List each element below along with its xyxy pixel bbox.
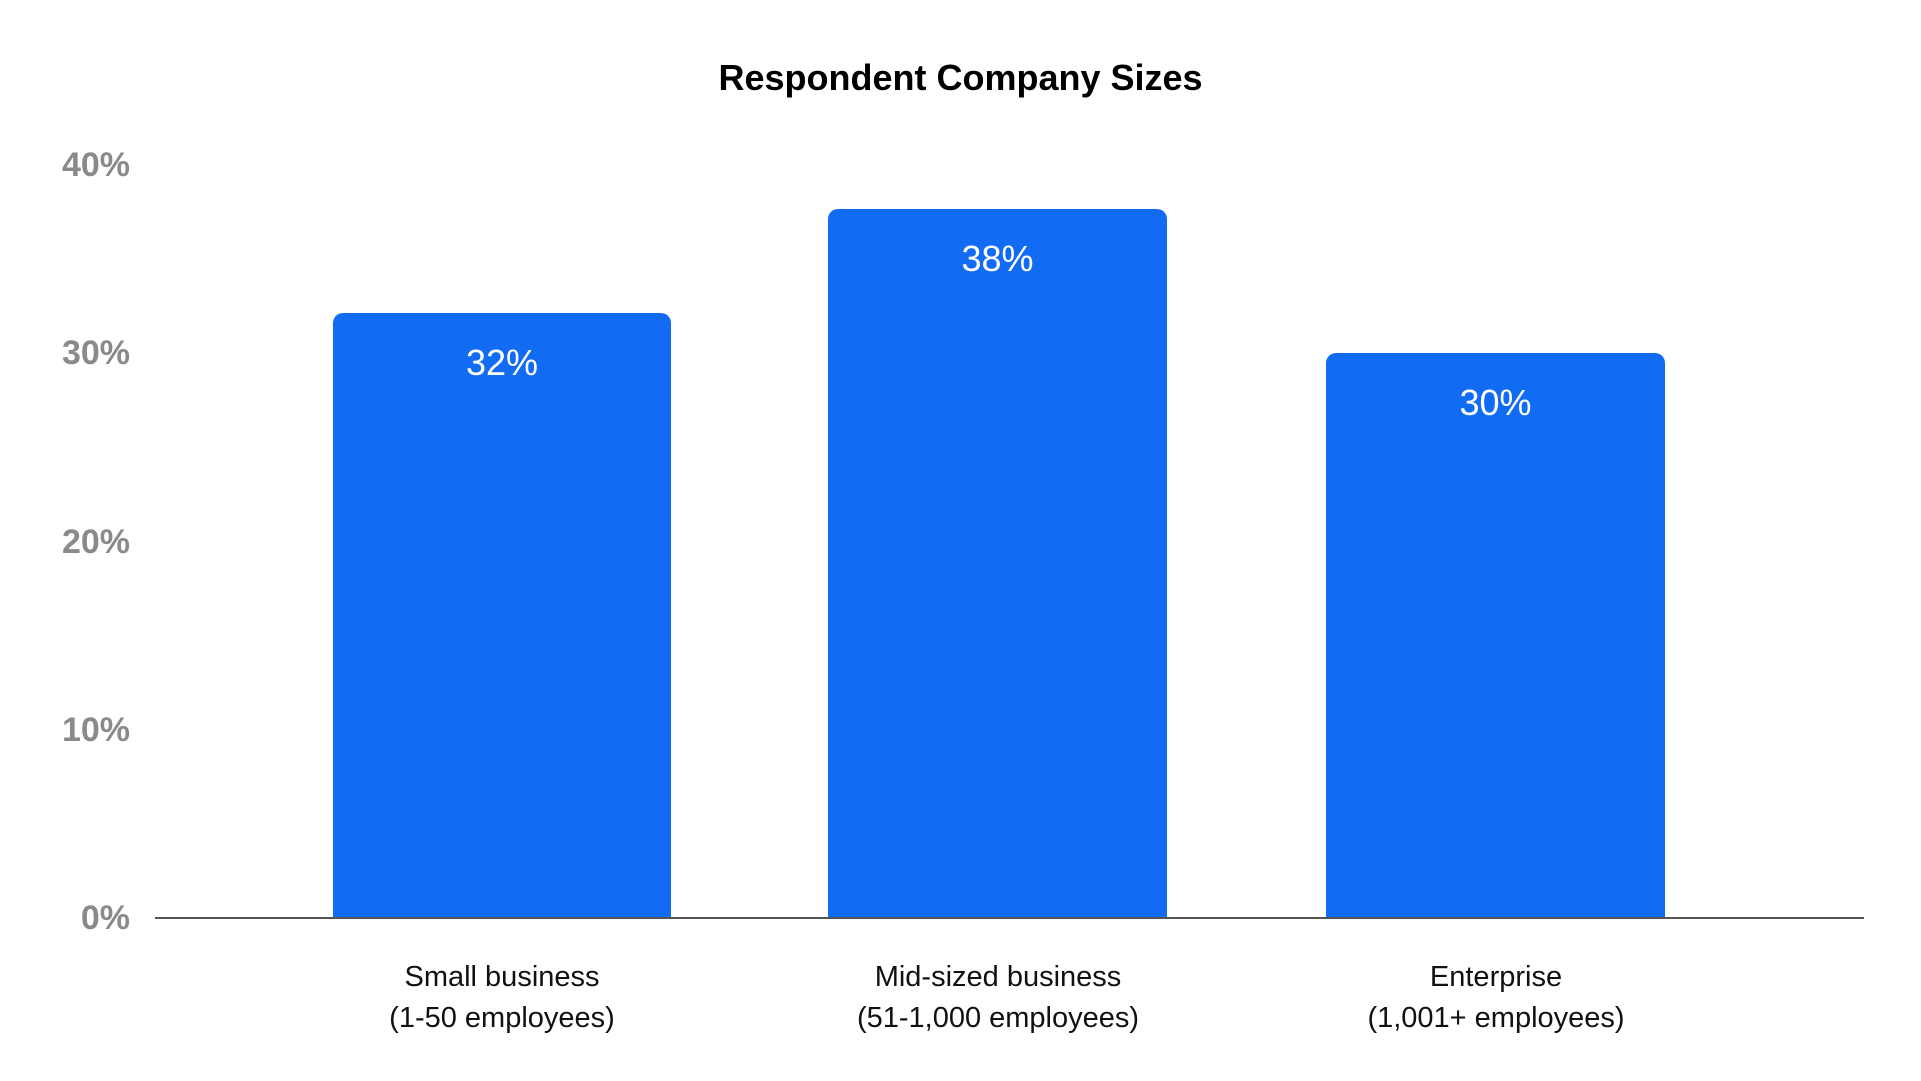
x-label-line2: (1,001+ employees) [1367, 1002, 1625, 1034]
x-label-line1: Mid-sized business [874, 961, 1122, 993]
bar-value-label: 32% [465, 342, 539, 383]
y-tick-30: 30% [61, 334, 130, 372]
x-label-line2: (51-1,000 employees) [856, 1002, 1140, 1034]
bar-small-business: 32% [333, 313, 671, 918]
x-label-enterprise: Enterprise (1,001+ employees) [1286, 957, 1706, 1039]
x-label-line2: (1-50 employees) [389, 1002, 615, 1034]
x-label-line1: Small business [404, 961, 600, 993]
x-axis-line [155, 917, 1864, 919]
bar-value-label: 38% [961, 238, 1034, 279]
bar-value-label: 30% [1459, 382, 1532, 423]
y-tick-0: 0% [80, 899, 130, 937]
y-tick-40: 40% [61, 146, 130, 184]
x-label-mid-sized-business: Mid-sized business (51-1,000 employees) [788, 957, 1208, 1039]
bar-enterprise: 30% [1326, 353, 1665, 918]
bar-mid-sized-business: 38% [828, 209, 1167, 918]
y-tick-10: 10% [61, 711, 130, 749]
chart-title: Respondent Company Sizes [718, 57, 1203, 98]
x-label-small-business: Small business (1-50 employees) [292, 957, 712, 1039]
y-tick-20: 20% [61, 523, 130, 561]
x-label-line1: Enterprise [1429, 961, 1563, 993]
